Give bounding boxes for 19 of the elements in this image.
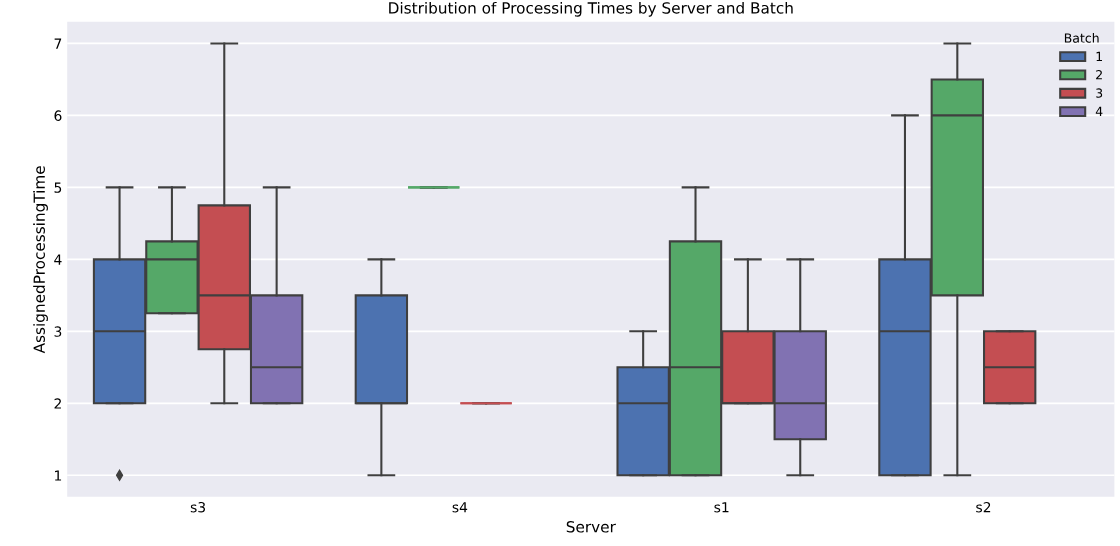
x-tick-label: s1 — [714, 502, 729, 513]
x-axis-title: Server — [566, 520, 616, 533]
legend-label: 2 — [1096, 70, 1102, 80]
legend-title: Batch — [1064, 33, 1099, 43]
y-axis-title: AssignedProcessingTime — [33, 166, 48, 354]
y-tick-label: 6 — [54, 110, 62, 121]
legend-label: 4 — [1095, 106, 1103, 116]
y-tick-label: 2 — [54, 398, 61, 409]
y-tick-label: 7 — [54, 38, 62, 49]
y-tick-label: 3 — [54, 326, 62, 337]
y-tick-label: 5 — [54, 182, 62, 193]
y-tick-label: 1 — [55, 470, 62, 481]
legend-label: 1 — [1096, 51, 1102, 61]
chart-title: Distribution of Processing Times by Server and Batch — [389, 1, 793, 17]
x-tick-label: s3 — [190, 501, 206, 513]
x-tick-label: s2 — [976, 501, 991, 513]
legend-label: 3 — [1096, 88, 1103, 98]
x-tick-label: s4 — [452, 502, 468, 513]
y-tick-label: 4 — [54, 254, 62, 265]
